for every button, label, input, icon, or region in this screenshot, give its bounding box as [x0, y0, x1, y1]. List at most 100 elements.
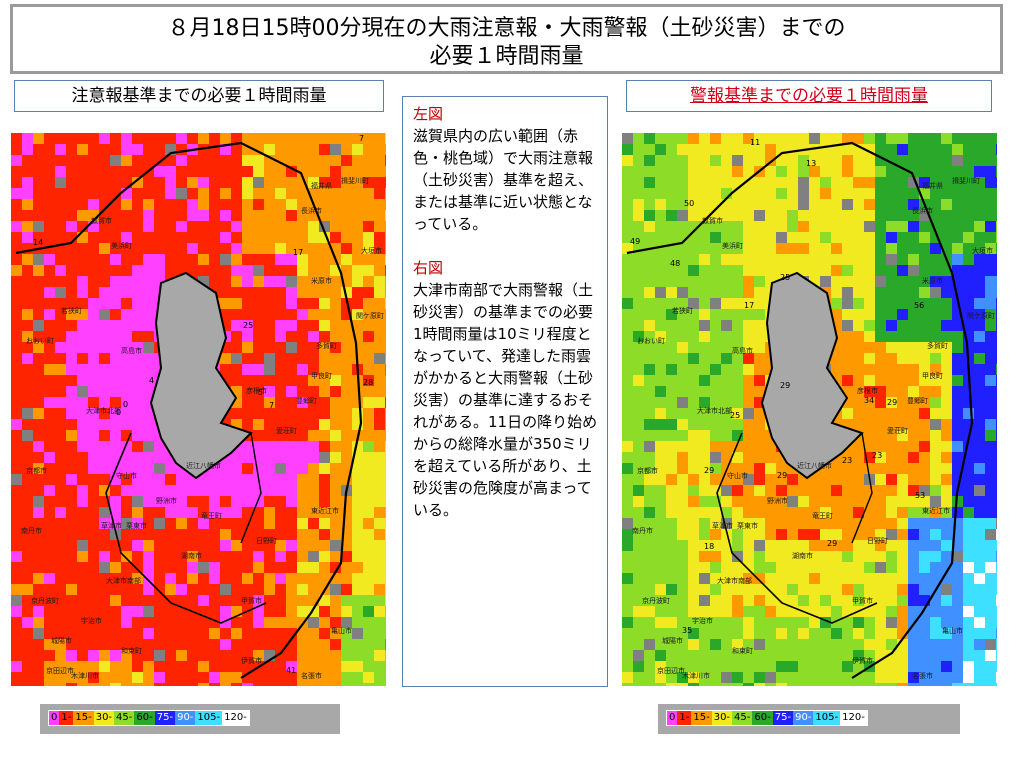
left-map-station-value: 28	[363, 378, 373, 387]
left-panel-label: 注意報基準までの必要１時間雨量	[14, 80, 384, 112]
right-map-station-value: 17	[744, 301, 754, 310]
left-legend-bar: 0 1- 15- 30- 45- 60- 75- 90- 105- 120-	[48, 710, 250, 726]
left-map-place-label: 大津市南部	[106, 576, 141, 585]
right-map-place-label: 大津市北部	[697, 406, 732, 415]
left-map-place-label: おおい町	[26, 337, 54, 345]
legend-item: 75-	[772, 711, 794, 725]
legend-item: 15-	[73, 711, 94, 725]
left-map-municipal-boundary	[240, 432, 262, 544]
title-box: ８月18日15時00分現在の大雨注意報・大雨警報（土砂災害）までの 必要１時間雨…	[10, 4, 1003, 74]
left-map-place-label: 大津市北部	[86, 406, 121, 415]
left-map-place-label: 米原市	[311, 276, 332, 285]
right-map-place-label: 多賀町	[927, 341, 948, 350]
legend-item: 60-	[752, 711, 773, 725]
legend-item: 90-	[793, 711, 814, 725]
left-map-place-label: 福井県	[311, 181, 332, 190]
left-map-place-label: 湖南市	[181, 551, 202, 560]
right-map-station-value: 35	[682, 626, 692, 635]
right-map-station-value: 11	[750, 138, 760, 147]
left-map-station-value: 14	[33, 238, 43, 247]
legend-item: 45-	[732, 711, 753, 725]
right-map-place-label: 京都市	[637, 466, 658, 475]
right-map-place-label: 京田辺市	[657, 666, 685, 675]
right-map-prefecture-boundary	[626, 141, 974, 679]
right-map-place-label: 若狭町	[672, 306, 693, 315]
left-map-place-label: 京田辺市	[46, 666, 74, 675]
left-map-place-label: 亀山市	[331, 626, 352, 635]
right-map-station-value: 48	[670, 259, 680, 268]
right-legend-bar: 0 1- 15- 30- 45- 60- 75- 90- 105- 120-	[666, 710, 868, 726]
legend-item: 1-	[677, 711, 692, 725]
left-map-station-value: 0	[123, 400, 128, 409]
right-map-place-label: 大津市南部	[717, 576, 752, 585]
left-map-place-label: 多賀町	[316, 341, 337, 350]
left-map-station-value: 17	[293, 248, 303, 257]
legend-item: 15-	[691, 711, 712, 725]
right-map-place-label: 竜王町	[812, 511, 833, 520]
right-map-place-label: 関ケ原町	[967, 312, 995, 320]
left-map-station-value: 4	[149, 376, 154, 385]
right-map-station-value: 23	[872, 451, 882, 460]
right-map-place-label: おおい町	[637, 337, 665, 345]
right-map-lake-biwa	[760, 271, 864, 480]
right-map-place-label: 野洲市	[767, 496, 788, 505]
left-map-place-label: 南丹市	[21, 526, 42, 535]
right-panel-label: 警報基準までの必要１時間雨量	[626, 80, 992, 112]
right-map-place-label: 亀山市	[942, 626, 963, 635]
legend-item: 0	[667, 711, 678, 725]
left-map-place-label: 守山市	[116, 471, 137, 480]
left-map-place-label: 東近江市	[311, 506, 339, 515]
legend-item: 105-	[813, 711, 841, 725]
left-map-place-label: 草津市	[101, 521, 122, 530]
legend-item: 75-	[154, 711, 176, 725]
left-map-place-label: 京丹波町	[31, 596, 59, 605]
right-map-station-value: 25	[730, 411, 740, 420]
left-map-prefecture-boundary	[15, 141, 363, 679]
left-map-place-label: 長浜市	[301, 206, 322, 215]
left-map-place-label: 愛荘町	[276, 426, 297, 435]
right-map-place-label: 豊郷町	[907, 396, 928, 405]
left-map-place-label: 関ケ原町	[356, 312, 384, 320]
left-map-place-label: 美浜町	[111, 241, 132, 250]
right-map-place-label: 京丹波町	[642, 596, 670, 605]
left-map-place-label: 城陽市	[51, 636, 72, 645]
left-map-station-value: 7	[359, 134, 364, 143]
right-map-place-label: 揖斐川町	[952, 176, 980, 185]
right-map-place-label: 栗東市	[737, 521, 758, 530]
legend-item: 0	[49, 711, 60, 725]
left-map-place-label: 栗東市	[126, 521, 147, 530]
right-map-municipal-boundary	[716, 432, 878, 624]
right-map-station-value: 29	[704, 466, 714, 475]
right-map-place-label: 大垣市	[972, 246, 993, 255]
left-map-place-label: 近江八幡市	[186, 461, 221, 470]
right-legend: 0 1- 15- 30- 45- 60- 75- 90- 105- 120-	[658, 704, 960, 734]
legend-item: 30-	[93, 711, 115, 725]
right-map-place-label: 美浜町	[722, 241, 743, 250]
explanation-box: 左図 滋賀県内の広い範囲（赤色・桃色域）で大雨注意報（土砂災害）基準を超え、また…	[402, 96, 608, 687]
right-map-municipal-boundary	[851, 432, 873, 544]
right-map-place-label: 名張市	[912, 671, 933, 680]
left-map-place-label: 甲賀市	[241, 596, 262, 605]
left-map-place-label: 名張市	[301, 671, 322, 680]
left-map-station-value: 25	[243, 321, 253, 330]
right-map-place-label: 南丹市	[632, 526, 653, 535]
right-map-place-label: 福井県	[922, 181, 943, 190]
legend-item: 120-	[840, 711, 867, 725]
left-map-grid	[11, 133, 386, 686]
right-map-station-value: 56	[914, 301, 924, 310]
right-map-station-value: 34	[864, 396, 874, 405]
right-map-station-value: 29	[780, 381, 790, 390]
right-map-station-value: 53	[915, 491, 925, 500]
left-heading: 左図	[413, 105, 444, 123]
legend-item: 120-	[222, 711, 249, 725]
left-map-station-value: 0	[116, 408, 121, 417]
right-map-place-label: 湖南市	[792, 551, 813, 560]
right-map-place-label: 伊賀市	[852, 656, 873, 665]
left-map-place-label: 若狭町	[61, 306, 82, 315]
right-body: 大津市南部で大雨警報（土砂災害）の基準までの必要1時間雨量は10ミリ程度となって…	[413, 281, 598, 519]
right-heading: 右図	[413, 259, 444, 277]
title-line-1: ８月18日15時00分現在の大雨注意報・大雨警報（土砂災害）までの	[167, 16, 846, 41]
left-map-place-label: 高島市	[121, 346, 142, 355]
right-map-place-label: 彦根市	[857, 386, 878, 395]
